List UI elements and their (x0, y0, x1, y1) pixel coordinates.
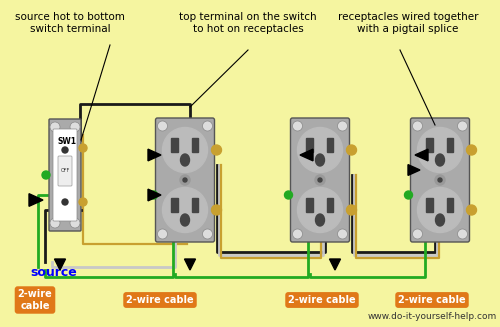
Circle shape (158, 229, 168, 239)
Text: OFF: OFF (60, 168, 70, 174)
Circle shape (404, 191, 412, 199)
FancyBboxPatch shape (53, 129, 77, 221)
Bar (192, 198, 198, 212)
Bar (327, 198, 333, 212)
Polygon shape (408, 164, 420, 175)
Circle shape (346, 205, 356, 215)
Bar (327, 138, 333, 152)
Polygon shape (330, 259, 340, 270)
Circle shape (50, 122, 60, 132)
Circle shape (346, 145, 356, 155)
Text: receptacles wired together
with a pigtail splice: receptacles wired together with a pigtai… (338, 12, 478, 34)
Circle shape (50, 218, 60, 228)
Text: SW1: SW1 (58, 137, 76, 146)
Circle shape (183, 178, 187, 182)
Bar (171, 138, 178, 152)
Text: 2-wire cable: 2-wire cable (398, 295, 466, 305)
Text: source hot to bottom
switch terminal: source hot to bottom switch terminal (15, 12, 125, 34)
Circle shape (438, 178, 442, 182)
Circle shape (412, 121, 422, 131)
Bar (426, 138, 433, 152)
Circle shape (412, 229, 422, 239)
Polygon shape (29, 194, 43, 206)
Text: 2-wire cable: 2-wire cable (126, 295, 194, 305)
Bar (306, 138, 313, 152)
Text: 2-wire
cable: 2-wire cable (18, 289, 52, 311)
FancyBboxPatch shape (58, 156, 72, 186)
Bar (171, 198, 178, 212)
Bar (447, 138, 453, 152)
Text: 2-wire cable: 2-wire cable (288, 295, 356, 305)
FancyBboxPatch shape (156, 118, 214, 242)
Circle shape (284, 191, 292, 199)
FancyBboxPatch shape (290, 118, 350, 242)
FancyBboxPatch shape (49, 119, 81, 231)
Circle shape (418, 187, 463, 232)
Circle shape (212, 145, 222, 155)
Circle shape (298, 187, 343, 232)
Polygon shape (184, 259, 196, 270)
Bar (306, 198, 313, 212)
Circle shape (458, 229, 468, 239)
Bar (447, 198, 453, 212)
FancyBboxPatch shape (410, 118, 470, 242)
Circle shape (298, 128, 343, 173)
Ellipse shape (180, 154, 190, 166)
Circle shape (435, 175, 445, 185)
Circle shape (79, 144, 87, 152)
Text: top terminal on the switch
to hot on receptacles: top terminal on the switch to hot on rec… (179, 12, 317, 34)
Circle shape (158, 121, 168, 131)
Circle shape (70, 122, 80, 132)
Circle shape (70, 218, 80, 228)
Polygon shape (300, 149, 313, 161)
Circle shape (42, 171, 50, 179)
Circle shape (79, 198, 87, 206)
Circle shape (62, 147, 68, 153)
Circle shape (466, 145, 476, 155)
Circle shape (150, 191, 158, 199)
Circle shape (292, 121, 302, 131)
Bar (192, 138, 198, 152)
Bar (426, 198, 433, 212)
Circle shape (212, 205, 222, 215)
Ellipse shape (316, 154, 324, 166)
Circle shape (315, 175, 325, 185)
Circle shape (180, 175, 190, 185)
Ellipse shape (436, 154, 444, 166)
Circle shape (318, 178, 322, 182)
Polygon shape (415, 149, 428, 161)
Text: source: source (30, 266, 77, 279)
Circle shape (202, 229, 212, 239)
Circle shape (202, 121, 212, 131)
Circle shape (458, 121, 468, 131)
Circle shape (162, 128, 208, 173)
Circle shape (418, 128, 463, 173)
Ellipse shape (316, 214, 324, 226)
Text: www.do-it-yourself-help.com: www.do-it-yourself-help.com (368, 312, 497, 321)
Ellipse shape (180, 214, 190, 226)
Polygon shape (148, 189, 161, 201)
Polygon shape (148, 149, 161, 161)
Ellipse shape (436, 214, 444, 226)
Circle shape (338, 229, 347, 239)
Circle shape (338, 121, 347, 131)
Circle shape (466, 205, 476, 215)
Circle shape (162, 187, 208, 232)
Circle shape (292, 229, 302, 239)
Polygon shape (54, 259, 66, 270)
Circle shape (62, 199, 68, 205)
